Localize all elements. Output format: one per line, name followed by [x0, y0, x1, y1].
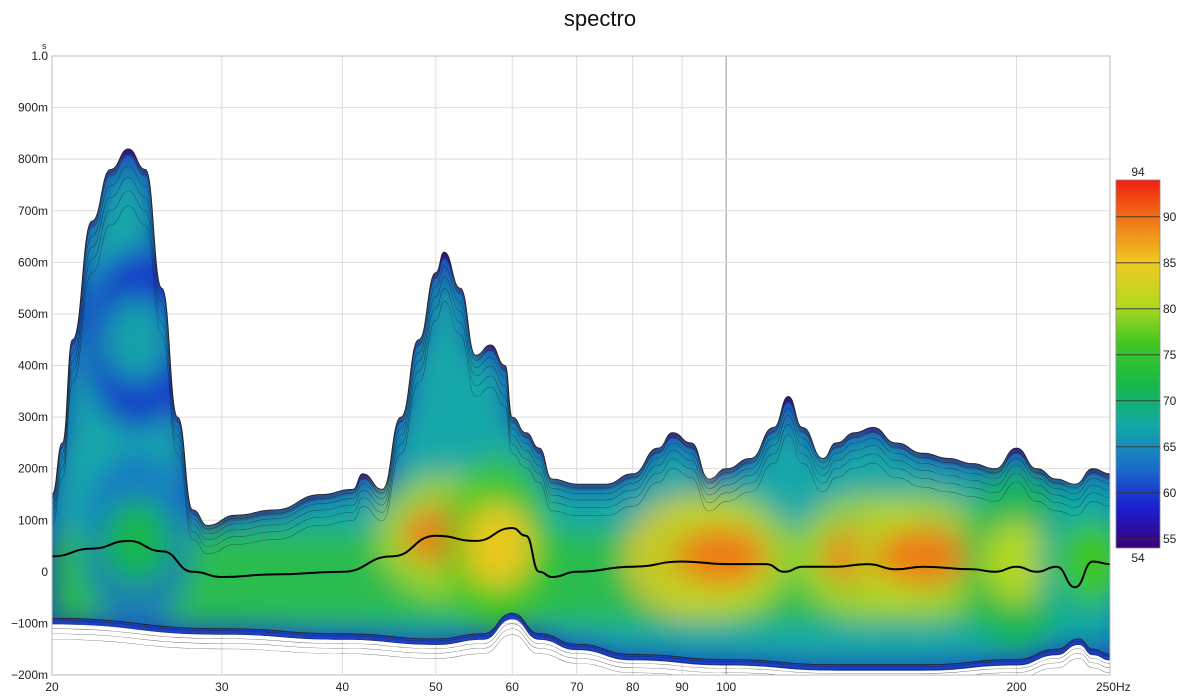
y-tick-label: 900m: [18, 101, 48, 115]
y-tick-label: 300m: [18, 410, 48, 424]
x-axis: 20 30 40 50 60 70 80 90 100 200 250Hz: [45, 680, 1130, 694]
x-tick-label: 30: [215, 680, 229, 694]
colorbar-tick-label: 65: [1163, 440, 1177, 454]
x-tick-label: 50: [429, 680, 443, 694]
colorbar-end-label: 54: [1131, 551, 1145, 565]
x-tick-label: 250Hz: [1096, 680, 1131, 694]
ridge-line: [52, 526, 1110, 589]
heat-peak: [878, 526, 969, 586]
y-tick-label: −200m: [11, 668, 48, 682]
chart-title: spectro: [563, 6, 637, 31]
heatmap-area: [52, 148, 1110, 671]
colorbar-gradient: [1115, 179, 1161, 549]
x-tick-label: 90: [675, 680, 689, 694]
heat-peak: [982, 519, 1051, 604]
colorbar-tick-label: 85: [1163, 256, 1177, 270]
colorbar-tick-label: 55: [1163, 532, 1177, 546]
y-tick-label: 0: [41, 565, 48, 579]
heat-peak: [103, 498, 172, 583]
x-tick-label: 100: [716, 680, 736, 694]
colorbar-tick-label: 75: [1163, 348, 1177, 362]
y-tick-label: −100m: [11, 616, 48, 630]
y-tick-label: 600m: [18, 255, 48, 269]
x-tick-label: 40: [336, 680, 350, 694]
plot-frame: [51, 55, 1111, 676]
y-tick-label: 800m: [18, 152, 48, 166]
envelope-outline: [52, 148, 1110, 666]
y-axis: 1.0 900m 800m 700m 600m 500m 400m 300m 200m 100m 0…: [11, 49, 48, 682]
colorbar-tick-label: 60: [1163, 486, 1177, 500]
contour-line: [52, 155, 1110, 667]
colorbar-end-label: 94: [1131, 165, 1145, 179]
y-tick-label: 1.0: [31, 49, 48, 63]
x-tick-label: 70: [570, 680, 584, 694]
contour-line: [52, 190, 1110, 675]
colorbar-tick-label: 90: [1163, 210, 1177, 224]
y-axis-unit: s: [42, 41, 47, 51]
colorbar-tick-label: 70: [1163, 394, 1177, 408]
y-tick-label: 100m: [18, 513, 48, 527]
heat-peak: [103, 297, 172, 382]
heat-peak: [463, 504, 532, 589]
colorbar: 94 90 85 80 75 70 65 60 55 54: [1115, 165, 1177, 565]
y-tick-label: 200m: [18, 462, 48, 476]
x-tick-label: 60: [506, 680, 520, 694]
x-tick-label: 200: [1007, 680, 1027, 694]
x-tick-label: 20: [45, 680, 59, 694]
y-tick-label: 500m: [18, 307, 48, 321]
y-tick-label: 400m: [18, 359, 48, 373]
x-tick-label: 80: [626, 680, 640, 694]
colorbar-tick-label: 80: [1163, 302, 1177, 316]
y-tick-label: 700m: [18, 204, 48, 218]
heat-peak: [676, 526, 767, 586]
